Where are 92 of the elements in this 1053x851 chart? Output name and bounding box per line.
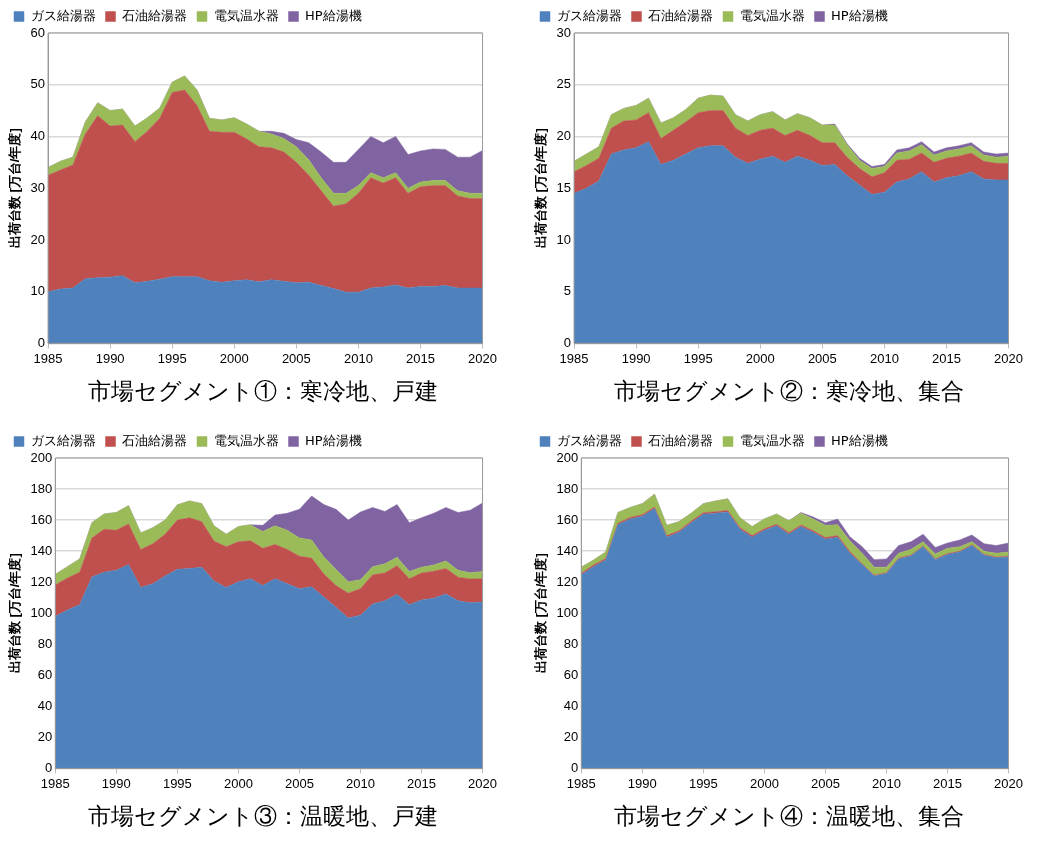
- y-tick-label: 40: [30, 128, 46, 144]
- y-tick-label: 30: [30, 179, 46, 195]
- x-tick-label: 1985: [566, 775, 596, 791]
- legend-label: HP給湯機: [305, 432, 362, 448]
- text: 市場セグメント③：温暖地、戸建: [87, 802, 439, 831]
- y-axis-title: 出荷台数 [万台/年度]: [7, 128, 23, 249]
- y-tick-label: 10: [556, 231, 572, 247]
- x-tick-label: 2000: [223, 775, 253, 791]
- y-tick-label: 100: [30, 604, 53, 620]
- x-tick-label: 1990: [101, 775, 131, 791]
- x-tick-label: 2020: [468, 350, 497, 366]
- x-tick-label: 2010: [872, 775, 901, 791]
- x-tick-label: 2005: [281, 350, 311, 366]
- y-tick-label: 0: [45, 759, 53, 775]
- legend-label: HP給湯機: [831, 7, 888, 23]
- legend-label: 石油給湯器: [648, 432, 713, 448]
- y-tick-label: 80: [37, 635, 53, 651]
- x-tick-label: 2005: [284, 775, 314, 791]
- x-tick-label: 2010: [343, 350, 373, 366]
- legend-label: 石油給湯器: [122, 432, 187, 448]
- legend-label: 電気温水器: [739, 432, 805, 448]
- y-axis-title: 出荷台数 [万台/年度]: [533, 553, 549, 674]
- y-tick-label: 0: [37, 334, 46, 350]
- y-tick-label: 200: [30, 449, 53, 465]
- x-tick-label: 1985: [33, 350, 63, 366]
- y-tick-label: 5: [563, 283, 572, 299]
- y-tick-label: 40: [563, 697, 579, 713]
- legend-label: ガス給湯器: [556, 7, 622, 23]
- y-tick-label: 15: [556, 179, 572, 195]
- y-tick-label: 30: [556, 24, 572, 40]
- y-tick-label: 180: [30, 480, 53, 496]
- x-tick-label: 2000: [745, 350, 775, 366]
- legend-label: ガス給湯器: [30, 432, 96, 448]
- legend-label: HP給湯機: [305, 7, 362, 23]
- y-tick-label: 20: [30, 231, 46, 247]
- text: 市場セグメント①：寒冷地、戸建: [87, 377, 439, 406]
- x-tick-label: 2010: [346, 775, 375, 791]
- y-tick-label: 160: [30, 511, 53, 527]
- y-tick-label: 50: [30, 76, 46, 92]
- x-tick-label: 2015: [933, 775, 962, 791]
- y-axis-title: 出荷台数 [万台/年度]: [7, 553, 23, 674]
- x-tick-label: 1990: [627, 775, 657, 791]
- y-tick-label: 120: [556, 573, 579, 589]
- x-tick-label: 1985: [559, 350, 589, 366]
- y-tick-label: 100: [556, 604, 579, 620]
- x-tick-label: 2000: [219, 350, 249, 366]
- y-tick-label: 140: [30, 542, 53, 558]
- legend-label: HP給湯機: [831, 432, 888, 448]
- x-tick-label: 2005: [810, 775, 840, 791]
- x-tick-label: 1995: [683, 350, 713, 366]
- legend-label: 電気温水器: [739, 7, 805, 23]
- x-tick-label: 1990: [621, 350, 651, 366]
- x-tick-label: 2000: [749, 775, 779, 791]
- y-tick-label: 160: [556, 511, 579, 527]
- text: 市場セグメント②：寒冷地、集合: [613, 377, 965, 406]
- y-tick-label: 20: [563, 728, 579, 744]
- x-tick-label: 2015: [406, 350, 435, 366]
- y-tick-label: 200: [556, 449, 579, 465]
- y-tick-label: 20: [556, 128, 572, 144]
- x-tick-label: 1995: [157, 350, 187, 366]
- y-tick-label: 0: [571, 759, 579, 775]
- y-tick-label: 40: [37, 697, 53, 713]
- y-axis-title: 出荷台数 [万台/年度]: [533, 128, 549, 249]
- text: 市場セグメント④：温暖地、集合: [613, 802, 965, 831]
- y-tick-label: 120: [30, 573, 53, 589]
- x-tick-label: 2015: [407, 775, 436, 791]
- legend-label: ガス給湯器: [556, 432, 622, 448]
- y-tick-label: 140: [556, 542, 579, 558]
- x-tick-label: 1990: [95, 350, 125, 366]
- legend-label: ガス給湯器: [30, 7, 96, 23]
- y-tick-label: 0: [563, 334, 572, 350]
- x-tick-label: 1995: [688, 775, 718, 791]
- y-tick-label: 20: [37, 728, 53, 744]
- y-tick-label: 180: [556, 480, 579, 496]
- x-tick-label: 2015: [932, 350, 961, 366]
- legend-label: 石油給湯器: [122, 7, 187, 23]
- x-tick-label: 2020: [994, 775, 1023, 791]
- y-tick-label: 60: [30, 24, 46, 40]
- legend-label: 電気温水器: [213, 7, 279, 23]
- x-tick-label: 1985: [40, 775, 70, 791]
- x-tick-label: 2010: [869, 350, 899, 366]
- legend-label: 電気温水器: [213, 432, 279, 448]
- y-tick-label: 10: [30, 283, 46, 299]
- x-tick-label: 2005: [807, 350, 837, 366]
- x-tick-label: 2020: [994, 350, 1023, 366]
- y-tick-label: 25: [556, 76, 572, 92]
- x-tick-label: 2020: [468, 775, 497, 791]
- legend-label: 石油給湯器: [648, 7, 713, 23]
- y-tick-label: 60: [563, 666, 579, 682]
- y-tick-label: 60: [37, 666, 53, 682]
- x-tick-label: 1995: [162, 775, 192, 791]
- y-tick-label: 80: [563, 635, 579, 651]
